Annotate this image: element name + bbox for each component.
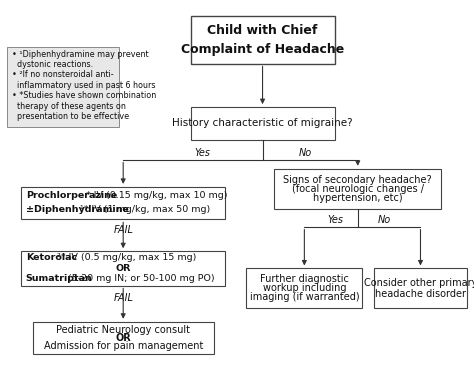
FancyBboxPatch shape [33, 322, 214, 354]
FancyBboxPatch shape [374, 268, 467, 308]
Text: Consider other primary: Consider other primary [364, 278, 474, 288]
Text: Yes: Yes [328, 215, 344, 225]
Text: Admission for pain management: Admission for pain management [44, 341, 203, 351]
Text: Sumatriptan: Sumatriptan [26, 274, 92, 283]
Text: Signs of secondary headache?: Signs of secondary headache? [283, 175, 432, 185]
Text: No: No [299, 148, 312, 158]
Text: imaging (if warranted): imaging (if warranted) [249, 292, 359, 302]
Text: headache disorder: headache disorder [375, 289, 466, 299]
Text: ¹* IV (1 mg/kg, max 50 mg): ¹* IV (1 mg/kg, max 50 mg) [81, 205, 211, 214]
FancyBboxPatch shape [246, 268, 363, 308]
Text: workup including: workup including [263, 283, 346, 293]
FancyBboxPatch shape [274, 169, 441, 209]
Text: Child with Chief: Child with Chief [207, 24, 318, 37]
FancyBboxPatch shape [191, 107, 335, 139]
FancyBboxPatch shape [7, 47, 118, 127]
Text: Further diagnostic: Further diagnostic [260, 274, 349, 284]
Text: ²* IV (0.5 mg/kg, max 15 mg): ²* IV (0.5 mg/kg, max 15 mg) [57, 253, 197, 262]
Text: History characteristic of migraine?: History characteristic of migraine? [172, 118, 353, 128]
FancyBboxPatch shape [21, 187, 226, 219]
Text: • ¹Diphenhydramine may prevent
  dystonic reactions.
• ²If no nonsteroidal anti-: • ¹Diphenhydramine may prevent dystonic … [12, 50, 156, 121]
Text: * IV (0.15 mg/kg, max 10 mg): * IV (0.15 mg/kg, max 10 mg) [86, 191, 228, 200]
Text: Complaint of Headache: Complaint of Headache [181, 43, 344, 56]
Text: Prochlorperazine: Prochlorperazine [26, 191, 117, 200]
FancyBboxPatch shape [191, 16, 335, 64]
Text: OR: OR [115, 333, 131, 343]
Text: FAIL: FAIL [113, 225, 133, 235]
Text: (focal neurologic changes /: (focal neurologic changes / [292, 184, 424, 194]
FancyBboxPatch shape [21, 251, 226, 286]
Text: Pediatric Neurology consult: Pediatric Neurology consult [56, 325, 190, 335]
Text: Ketorolac: Ketorolac [26, 253, 77, 262]
Text: (5-20 mg IN; or 50-100 mg PO): (5-20 mg IN; or 50-100 mg PO) [65, 274, 215, 283]
Text: ±Diphenhydramine: ±Diphenhydramine [26, 205, 128, 214]
Text: OR: OR [116, 264, 131, 273]
Text: No: No [378, 215, 391, 225]
Text: FAIL: FAIL [113, 293, 133, 303]
Text: Yes: Yes [194, 148, 210, 158]
Text: hypertension, etc): hypertension, etc) [313, 193, 402, 203]
